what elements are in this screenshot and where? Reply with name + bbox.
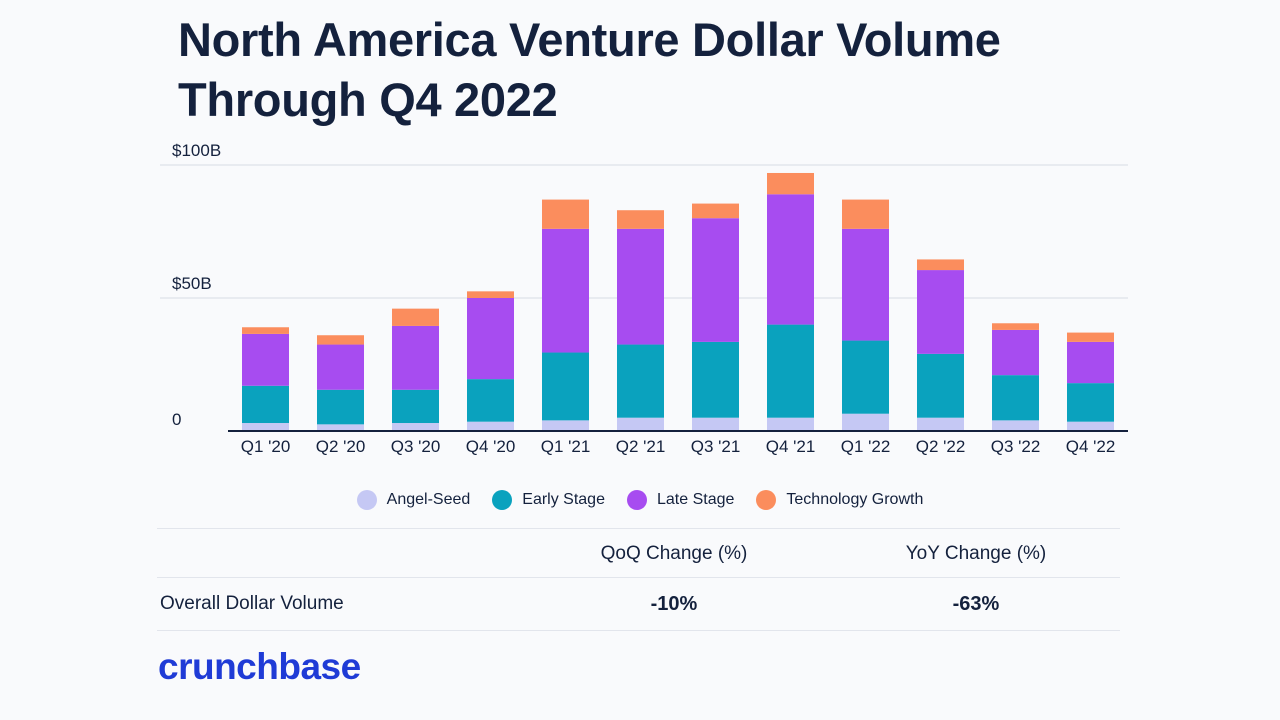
bar-segment-angel-seed xyxy=(317,424,364,431)
bar-segment-angel-seed xyxy=(242,423,289,431)
legend-label-late-stage: Late Stage xyxy=(656,491,735,508)
y-tick-label: $50B xyxy=(172,274,212,293)
chart-title-line-2: Through Q4 2022 xyxy=(178,73,558,126)
bar-segment-angel-seed xyxy=(992,420,1039,431)
bar-segment-early-stage xyxy=(392,389,439,424)
x-tick-label: Q3 '21 xyxy=(691,437,741,456)
bar-segment-late-stage xyxy=(542,228,589,353)
yoy-change-value: -63% xyxy=(952,593,1000,615)
legend-swatch-technology-growth xyxy=(756,490,777,510)
chart-title: North America Venture Dollar Volume Thro… xyxy=(178,10,1178,130)
bar-segment-late-stage xyxy=(1067,341,1114,384)
x-tick-label: Q2 '20 xyxy=(316,437,366,456)
x-tick-label: Q2 '22 xyxy=(916,437,966,456)
bar-segment-early-stage xyxy=(692,341,739,418)
bar-segment-early-stage xyxy=(992,375,1039,421)
bar-segment-early-stage xyxy=(917,353,964,418)
bar-segment-technology-growth xyxy=(917,259,964,271)
bar-segment-angel-seed xyxy=(917,417,964,431)
bar-segment-technology-growth xyxy=(317,335,364,345)
change-table: QoQ Change (%) YoY Change (%) Overall Do… xyxy=(157,528,1120,631)
bar-segment-angel-seed xyxy=(617,417,664,431)
chart-title-line-1: North America Venture Dollar Volume xyxy=(178,13,1001,66)
x-axis-ticks: Q1 '20 Q2 '20 Q3 '20 Q4 '20 Q1 '21 Q2 '21 Q3 '… xyxy=(241,437,1116,456)
bar-segment-angel-seed xyxy=(542,420,589,431)
bar-segment-late-stage xyxy=(767,194,814,325)
legend-label-angel-seed: Angel-Seed xyxy=(386,491,471,508)
bar-segment-late-stage xyxy=(917,270,964,354)
bar-segment-angel-seed xyxy=(692,417,739,431)
bar-segment-technology-growth xyxy=(767,172,814,195)
y-axis-ticks: 0 $50B $100B xyxy=(172,141,221,429)
bar-segment-late-stage xyxy=(317,344,364,390)
y-tick-label: 0 xyxy=(172,410,181,429)
x-tick-label: Q1 '20 xyxy=(241,437,291,456)
bar-segment-late-stage xyxy=(242,333,289,386)
bar-segment-technology-growth xyxy=(692,203,739,219)
bar-segment-early-stage xyxy=(317,389,364,425)
bar-segment-technology-growth xyxy=(467,291,514,298)
x-tick-label: Q1 '22 xyxy=(841,437,891,456)
x-tick-label: Q3 '22 xyxy=(991,437,1041,456)
x-tick-label: Q3 '20 xyxy=(391,437,441,456)
legend: Angel-Seed Early Stage Late Stage Techno… xyxy=(0,490,1280,510)
legend-item-late-stage: Late Stage xyxy=(626,490,735,510)
bar-segment-technology-growth xyxy=(392,308,439,326)
bar-segment-technology-growth xyxy=(617,210,664,229)
bar-segment-early-stage xyxy=(842,340,889,414)
bar-segment-early-stage xyxy=(767,324,814,418)
header-qoq-change: QoQ Change (%) xyxy=(600,543,748,564)
bar-segment-late-stage xyxy=(842,228,889,341)
bar-segment-late-stage xyxy=(392,325,439,390)
header-yoy-change: YoY Change (%) xyxy=(905,543,1047,564)
qoq-change-value: -10% xyxy=(650,593,698,615)
bar-segment-angel-seed xyxy=(392,423,439,431)
bar-segment-angel-seed xyxy=(1067,421,1114,431)
legend-swatch-angel-seed xyxy=(356,490,377,510)
x-tick-label: Q4 '20 xyxy=(466,437,516,456)
bar-segment-late-stage xyxy=(992,329,1039,376)
crunchbase-logo: crunchbase xyxy=(158,646,361,687)
bar-segment-early-stage xyxy=(1067,383,1114,422)
table-row: Overall Dollar Volume -10% -63% xyxy=(157,577,1120,631)
legend-label-technology-growth: Technology Growth xyxy=(786,491,924,508)
legend-swatch-late-stage xyxy=(626,490,647,510)
bar-segment-technology-growth xyxy=(542,199,589,229)
bar-segment-technology-growth xyxy=(992,323,1039,330)
legend-item-early-stage: Early Stage xyxy=(492,490,605,510)
legend-item-angel-seed: Angel-Seed xyxy=(356,490,471,510)
bar-segment-technology-growth xyxy=(242,327,289,334)
bar-segment-late-stage xyxy=(692,218,739,342)
legend-item-technology-growth: Technology Growth xyxy=(756,490,923,510)
x-tick-label: Q4 '22 xyxy=(1066,437,1116,456)
bar-segment-early-stage xyxy=(542,352,589,421)
row-label-overall-dollar-volume: Overall Dollar Volume xyxy=(160,593,344,614)
bar-segment-early-stage xyxy=(242,385,289,424)
x-tick-label: Q4 '21 xyxy=(766,437,816,456)
bar-segment-late-stage xyxy=(467,298,514,380)
stacked-bar-chart: 0$50B$100B Q1 '20 Q2 '20 Q3 '20 Q4 '20 Q1 '2… xyxy=(160,141,1128,456)
bar-segment-technology-growth xyxy=(842,199,889,229)
bar-segment-early-stage xyxy=(617,344,664,418)
bar-segment-late-stage xyxy=(617,228,664,345)
bar-segment-angel-seed xyxy=(467,421,514,431)
y-tick-label: $100B xyxy=(172,141,221,160)
bar-segment-angel-seed xyxy=(767,417,814,431)
x-tick-label: Q1 '21 xyxy=(541,437,591,456)
bar-segment-technology-growth xyxy=(1067,332,1114,342)
bar-segment-early-stage xyxy=(467,379,514,422)
bars xyxy=(242,172,1114,431)
table-header-row: QoQ Change (%) YoY Change (%) xyxy=(157,528,1120,577)
bar-segment-angel-seed xyxy=(842,413,889,431)
legend-swatch-early-stage xyxy=(492,490,513,510)
x-tick-label: Q2 '21 xyxy=(616,437,666,456)
legend-label-early-stage: Early Stage xyxy=(522,491,605,508)
